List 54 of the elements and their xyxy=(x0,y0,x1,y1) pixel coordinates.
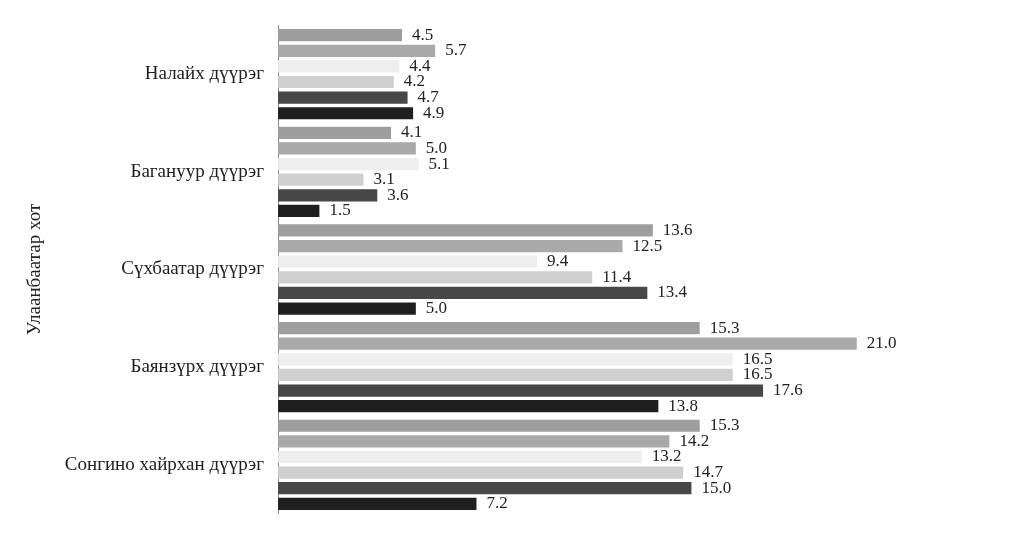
data-label: 12.5 xyxy=(632,235,663,255)
y-axis-title: Улаанбаатар хот xyxy=(23,203,45,336)
bar xyxy=(278,271,593,284)
bar xyxy=(278,60,400,73)
bar xyxy=(278,302,416,315)
data-label: 14.2 xyxy=(679,430,710,450)
data-label: 15.3 xyxy=(709,317,740,337)
bar xyxy=(278,419,700,432)
bar xyxy=(278,75,394,89)
bar xyxy=(278,353,733,366)
bar xyxy=(278,239,623,253)
bar xyxy=(278,44,436,57)
data-label: 15.3 xyxy=(709,415,740,435)
bar xyxy=(278,142,416,155)
data-label: 7.2 xyxy=(486,493,508,513)
bar xyxy=(278,204,320,218)
bar xyxy=(278,337,857,350)
data-label: 5.7 xyxy=(445,40,467,60)
bar xyxy=(278,450,642,464)
data-label: 13.8 xyxy=(668,395,699,415)
data-label: 4.5 xyxy=(412,24,434,44)
bar xyxy=(278,400,659,413)
bar xyxy=(278,384,764,397)
bar xyxy=(278,29,403,42)
data-label: 9.4 xyxy=(547,251,569,271)
data-label: 13.2 xyxy=(651,446,682,466)
y-tick-label: Багануур дүүрэг xyxy=(130,159,265,181)
y-tick-label: Сүхбаатар дүүрэг xyxy=(121,257,265,279)
bar xyxy=(278,224,653,237)
data-label: 17.6 xyxy=(773,380,803,400)
bar xyxy=(278,482,692,495)
data-label: 1.5 xyxy=(329,200,351,220)
data-label: 4.1 xyxy=(401,122,423,142)
bar xyxy=(278,435,670,448)
bar xyxy=(278,189,378,202)
bar xyxy=(278,255,538,268)
data-label: 21.0 xyxy=(866,333,897,353)
bar xyxy=(278,91,408,104)
data-label: 13.6 xyxy=(662,219,693,239)
bar xyxy=(278,321,700,335)
bar xyxy=(278,286,648,300)
data-label: 11.4 xyxy=(602,266,632,286)
bar xyxy=(278,173,364,186)
y-tick-label: Сонгино хайрхан дүүрэг xyxy=(64,452,265,474)
data-label: 5.0 xyxy=(425,298,448,318)
bar xyxy=(278,497,477,510)
y-tick-label: Баянзүрх дүүрэг xyxy=(130,355,265,377)
bar xyxy=(278,157,419,171)
bar xyxy=(278,368,733,382)
data-label: 13.4 xyxy=(657,282,688,302)
bar xyxy=(278,107,414,120)
y-tick-label: Налайх дүүрэг xyxy=(144,62,265,84)
bar xyxy=(278,126,392,139)
bar xyxy=(278,466,684,479)
